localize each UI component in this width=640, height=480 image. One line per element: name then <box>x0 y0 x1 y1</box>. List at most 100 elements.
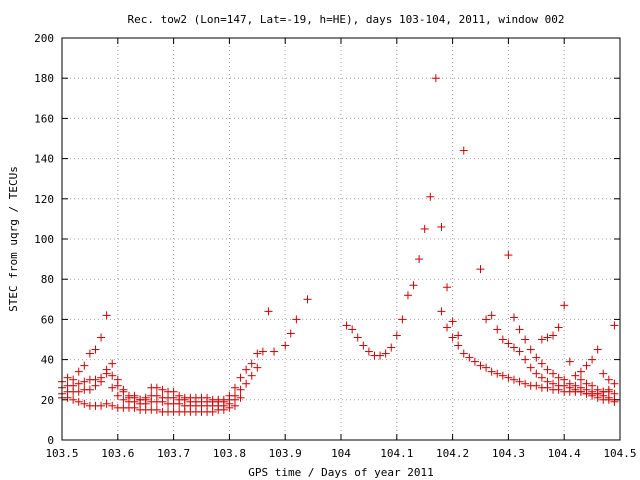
data-point <box>236 373 245 382</box>
data-point <box>509 343 518 352</box>
data-point <box>387 343 396 352</box>
data-point <box>152 405 161 414</box>
data-point <box>443 323 452 332</box>
data-point <box>63 393 72 402</box>
y-tick-label: 160 <box>34 112 54 125</box>
data-point <box>353 333 362 342</box>
data-point <box>219 405 228 414</box>
data-point <box>549 369 558 378</box>
y-tick-label: 60 <box>41 313 54 326</box>
data-point <box>253 363 262 372</box>
y-tick-label: 100 <box>34 233 54 246</box>
data-point <box>80 361 89 370</box>
data-point <box>454 341 463 350</box>
data-point <box>415 255 424 264</box>
data-point <box>465 353 474 362</box>
data-point <box>91 345 100 354</box>
data-point <box>175 399 184 408</box>
data-point <box>236 385 245 394</box>
data-point <box>448 333 457 342</box>
x-tick-label: 104.4 <box>548 447 581 460</box>
axis-ticks <box>61 37 621 441</box>
data-point <box>108 359 117 368</box>
x-tick-label: 103.7 <box>157 447 190 460</box>
data-point <box>443 283 452 292</box>
data-point <box>74 379 83 388</box>
data-point <box>560 301 569 310</box>
data-point <box>108 401 117 410</box>
y-tick-label: 80 <box>41 273 54 286</box>
data-point <box>509 375 518 384</box>
data-point <box>292 315 301 324</box>
data-point <box>437 307 446 316</box>
data-point <box>599 369 608 378</box>
data-point <box>532 369 541 378</box>
x-tick-label: 104.3 <box>492 447 525 460</box>
data-point <box>247 371 256 380</box>
data-point <box>348 325 357 334</box>
data-point <box>515 377 524 386</box>
data-point <box>381 349 390 358</box>
data-point <box>208 407 217 416</box>
data-point <box>493 325 502 334</box>
data-point <box>526 363 535 372</box>
x-tick-label: 103.5 <box>45 447 78 460</box>
y-tick-label: 20 <box>41 394 54 407</box>
data-point <box>459 349 468 358</box>
data-point <box>108 371 117 380</box>
data-point <box>342 321 351 330</box>
data-point <box>521 379 530 388</box>
data-point <box>258 347 267 356</box>
data-point <box>571 371 580 380</box>
data-point <box>498 335 507 344</box>
data-point <box>376 351 385 360</box>
data-point <box>476 361 485 370</box>
grid <box>62 38 620 440</box>
data-point <box>119 385 128 394</box>
data-points <box>58 74 619 416</box>
data-point <box>253 349 262 358</box>
data-point <box>593 345 602 354</box>
x-tick-label: 103.8 <box>213 447 246 460</box>
chart-title: Rec. tow2 (Lon=147, Lat=-19, h=HE), days… <box>127 13 564 26</box>
data-point <box>158 397 167 406</box>
x-tick-label: 103.6 <box>101 447 134 460</box>
data-point <box>97 401 106 410</box>
y-tick-label: 200 <box>34 32 54 45</box>
data-point <box>420 224 429 233</box>
data-point <box>281 341 290 350</box>
data-point <box>537 373 546 382</box>
data-point <box>493 369 502 378</box>
data-point <box>487 311 496 320</box>
x-tick-label: 104 <box>331 447 351 460</box>
data-point <box>247 359 256 368</box>
data-point <box>459 146 468 155</box>
data-point <box>113 391 122 400</box>
x-tick-label: 104.2 <box>436 447 469 460</box>
data-point <box>576 375 585 384</box>
data-point <box>242 379 251 388</box>
x-tick-label: 104.1 <box>380 447 413 460</box>
y-tick-label: 40 <box>41 354 54 367</box>
data-point <box>270 347 279 356</box>
x-tick-label: 104.5 <box>603 447 636 460</box>
data-point <box>230 383 239 392</box>
data-point <box>113 381 122 390</box>
data-point <box>526 345 535 354</box>
data-point <box>85 385 94 394</box>
data-point <box>532 381 541 390</box>
data-point <box>515 347 524 356</box>
data-point <box>303 295 312 304</box>
y-tick-label: 140 <box>34 153 54 166</box>
data-point <box>97 377 106 386</box>
data-point <box>74 367 83 376</box>
data-point <box>565 379 574 388</box>
data-point <box>102 399 111 408</box>
data-point <box>537 335 546 344</box>
data-point <box>80 399 89 408</box>
data-point <box>515 325 524 334</box>
data-point <box>74 397 83 406</box>
data-point <box>537 359 546 368</box>
data-point <box>576 383 585 392</box>
